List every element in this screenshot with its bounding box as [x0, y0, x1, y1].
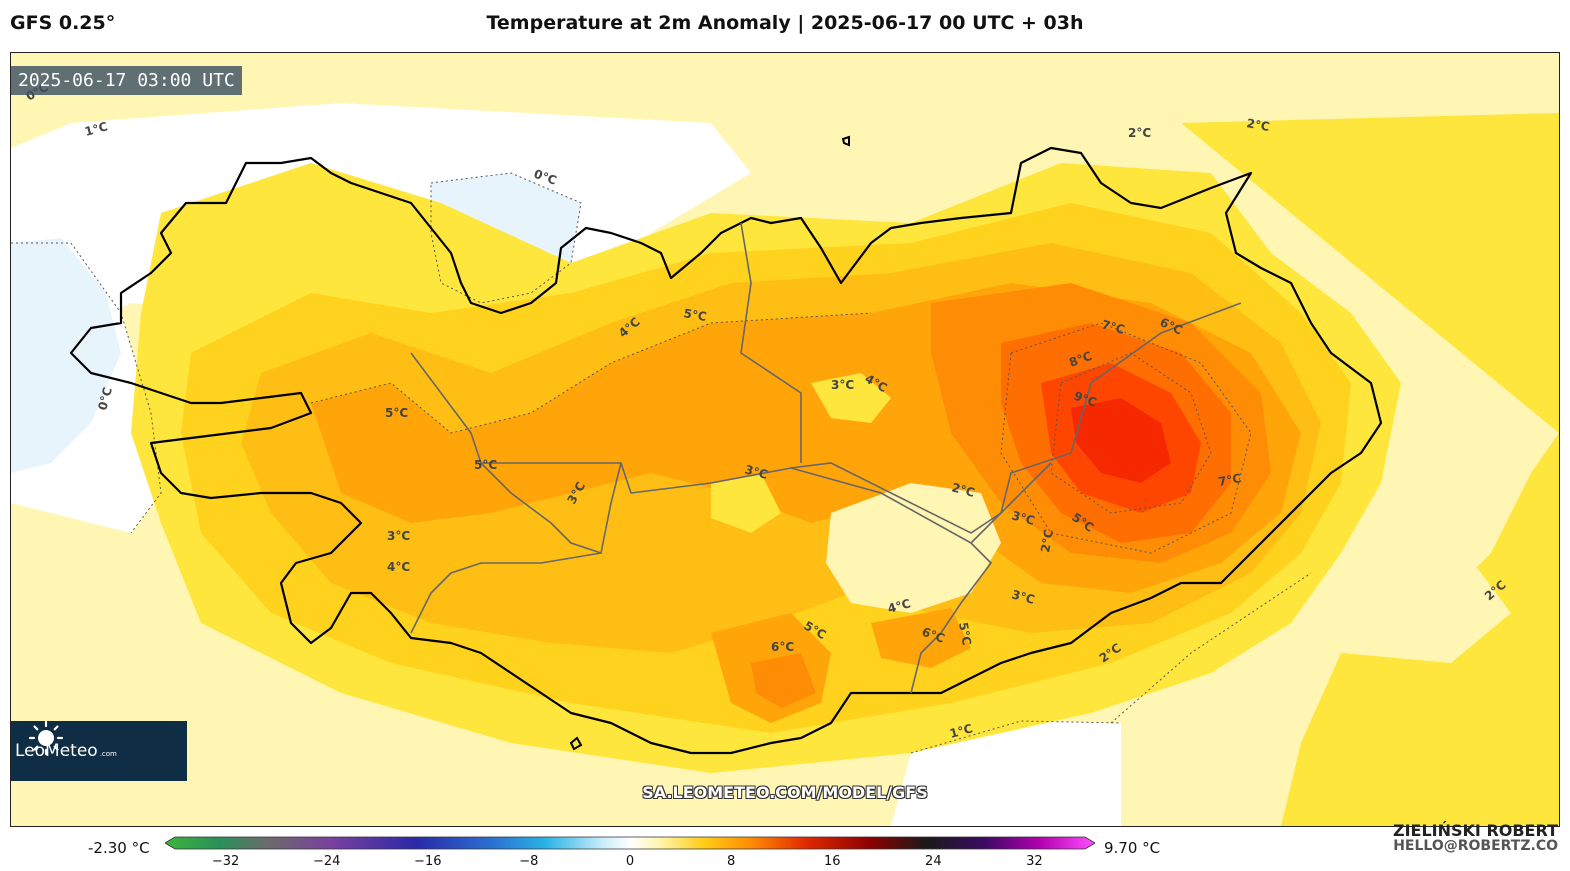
contour-label: 5°C [682, 306, 707, 324]
colorbar-tick-label: 0 [625, 854, 635, 869]
colorbar-tick-label: −32 [211, 854, 240, 869]
colorbar [165, 836, 1095, 850]
contour-label: 4°C [886, 596, 912, 616]
anomaly-field: 0°C 1°C 0°C 0°C 2°C 2°C 4°C 5°C 5°C 5°C … [11, 53, 1559, 826]
valid-time-label: 2025-06-17 03:00 UTC [11, 66, 242, 95]
field-south2-5-6 [871, 608, 971, 668]
contour-label: 3°C [743, 462, 769, 482]
logo-domain: .com [99, 750, 117, 758]
logo-text: LeoMeteo [15, 741, 98, 761]
contour-label: 2°C [1128, 126, 1151, 140]
field-0-1-south [891, 721, 1121, 826]
grimsey-island [841, 135, 850, 147]
colorbar-tick-label: −24 [312, 854, 341, 869]
colorbar-max-label: 9.70 °C [1104, 839, 1161, 857]
contour-label: 7°C [1100, 317, 1126, 337]
westman-islands [569, 736, 583, 751]
iceland-coastline [69, 146, 1383, 755]
contour-label: 1°C [83, 119, 109, 139]
contour-label: 5°C [956, 621, 974, 646]
field-central-2-3 [811, 373, 891, 423]
map-title: Temperature at 2m Anomaly | 2025-06-17 0… [486, 12, 1084, 34]
colorbar-tick-label: 16 [823, 854, 841, 869]
colorbar-tick-label: 32 [1026, 854, 1043, 869]
contour-label: 2°C [1245, 116, 1270, 134]
author-email: HELLO@ROBERTZ.CO [1393, 838, 1558, 854]
colorbar-tick-label: −8 [519, 854, 539, 869]
contour-label: 4°C [387, 560, 410, 574]
leometeo-logo[interactable]: LeoMeteo .com [11, 721, 187, 781]
contour-label: 2°C [950, 480, 976, 500]
field-south-6-7 [751, 653, 816, 708]
field-below-0-west [11, 238, 121, 473]
colorbar-tick-label: 24 [925, 854, 942, 869]
map-panel[interactable]: 0°C 1°C 0°C 0°C 2°C 2°C 4°C 5°C 5°C 5°C … [10, 52, 1560, 827]
contour-label: 5°C [474, 458, 497, 472]
model-name: GFS 0.25° [10, 12, 116, 34]
field-9-10 [1071, 398, 1171, 483]
field-east-pocket [1311, 533, 1511, 663]
field-central-1-2 [826, 483, 1001, 613]
contour-label: 1°C [948, 721, 974, 741]
colorbar-tick-label: −16 [414, 854, 442, 869]
contour-label: 3°C [831, 378, 854, 392]
contour-label: 3°C [1010, 508, 1036, 528]
contour-label: 7°C [1217, 471, 1242, 489]
contour-label: 5°C [385, 406, 408, 420]
contour-label: 3°C [1010, 587, 1036, 607]
colorbar-min-label: -2.30 °C [88, 839, 150, 857]
contour-label: 3°C [387, 529, 410, 543]
author-name: ZIELIŃSKI ROBERT [1392, 821, 1558, 840]
contour-label: 2°C [1038, 528, 1056, 553]
source-url[interactable]: SA.LEOMETEO.COM/MODEL/GFS [642, 783, 928, 802]
region-borders [410, 222, 1242, 694]
contour-label: 6°C [771, 640, 794, 654]
author-credit: ZIELIŃSKI ROBERT HELLO@ROBERTZ.CO [1393, 822, 1558, 854]
field-central2-2-3 [711, 473, 781, 533]
contour-lines [11, 172, 1312, 754]
contour-label: 0°C [95, 386, 115, 412]
colorbar-tick-label: 8 [726, 854, 736, 869]
sun-icon [29, 721, 63, 755]
